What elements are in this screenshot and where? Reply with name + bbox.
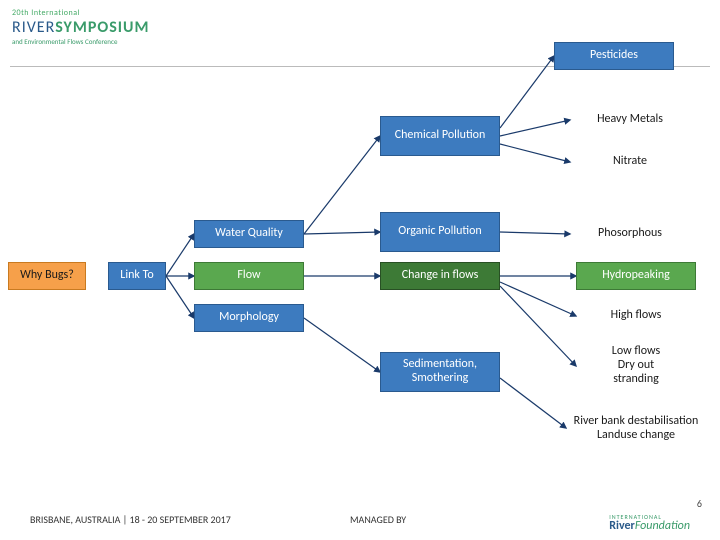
logo-subtitle: and Environmental Flows Conference [12, 37, 149, 46]
node-low-flows: Low flowsDry outstranding [576, 340, 696, 392]
footer-logo-name: RiverFoundation [609, 520, 690, 532]
connector-link_to-to-water_quality [166, 234, 194, 276]
logo-title: RIVERSYMPOSIUM [12, 18, 149, 37]
footer-logo-foundation: Foundation [635, 519, 690, 533]
connector-link_to-to-morphology [166, 276, 194, 318]
conference-logo: 20th International RIVERSYMPOSIUM and En… [12, 8, 149, 46]
connector-change_flows-to-high_flows [500, 282, 576, 316]
node-river-bank: River bank destabilisation Landuse chang… [566, 400, 706, 458]
slide-number: 6 [697, 497, 702, 510]
node-link-to: Link To [108, 262, 166, 290]
node-sed-smother: Sedimentation, Smothering [380, 352, 500, 392]
node-pesticides: Pesticides [554, 42, 674, 70]
logo-river: RIVER [12, 18, 55, 37]
footer-logo-river: River [609, 519, 635, 533]
logo-edition: 20th International [12, 8, 149, 18]
node-phosphorous: Phosorphous [570, 222, 690, 246]
connector-change_flows-to-low_flows [500, 286, 576, 366]
node-water-quality: Water Quality [194, 220, 304, 248]
node-why-bugs: Why Bugs? [8, 262, 86, 290]
footer-foundation-logo: INTERNATIONAL RiverFoundation [609, 514, 690, 532]
connector-org_poll-to-phosphorous [500, 232, 570, 234]
footer-venue: BRISBANE, AUSTRALIA | 18 - 20 SEPTEMBER … [30, 513, 231, 526]
connector-morphology-to-sed_smother [304, 318, 380, 372]
connector-sed_smother-to-river_bank [500, 378, 566, 428]
connector-chem_poll-to-heavy_metals [500, 120, 570, 136]
node-flow: Flow [194, 262, 304, 290]
node-high-flows: High flows [576, 304, 696, 328]
node-chem-poll: Chemical Pollution [380, 116, 500, 156]
node-morphology: Morphology [194, 304, 304, 332]
connector-water_quality-to-org_poll [304, 232, 380, 234]
connector-chem_poll-to-nitrate [500, 144, 570, 162]
node-org-poll: Organic Pollution [380, 212, 500, 252]
node-hydropeaking: Hydropeaking [576, 262, 696, 290]
footer-managed-by: MANAGED BY [350, 513, 406, 526]
node-change-flows: Change in flows [380, 262, 500, 290]
logo-symposium: SYMPOSIUM [55, 18, 149, 37]
node-heavy-metals: Heavy Metals [570, 106, 690, 134]
connector-water_quality-to-chem_poll [304, 136, 380, 234]
node-nitrate: Nitrate [570, 150, 690, 174]
